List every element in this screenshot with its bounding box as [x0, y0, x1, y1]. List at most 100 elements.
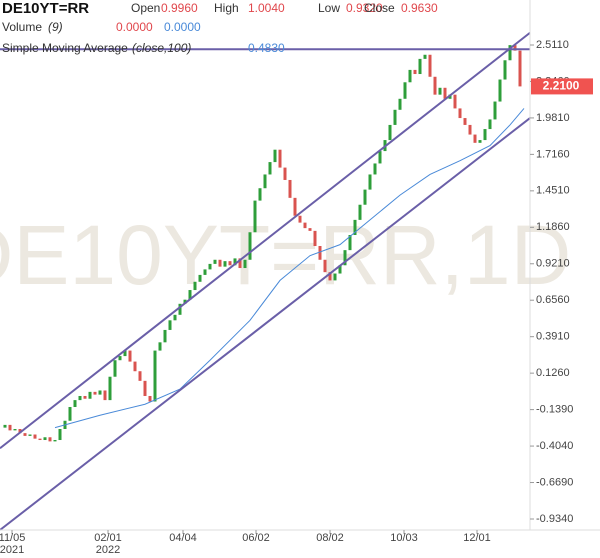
- candle: [353, 219, 357, 236]
- candle: [318, 246, 322, 260]
- candle: [403, 82, 407, 99]
- candle: [273, 149, 277, 163]
- x-tick-label: 04/04: [169, 532, 197, 544]
- candle: [223, 261, 227, 267]
- y-tick-label: 0.3910: [536, 331, 570, 343]
- candle: [433, 76, 437, 95]
- candle: [413, 69, 417, 75]
- legend-value: 0.4830: [248, 41, 285, 55]
- x-tick-label: 08/02: [316, 532, 344, 544]
- y-tick-label: 0.1260: [536, 367, 570, 379]
- legend-param: (close,100): [132, 41, 191, 55]
- legend-label: Close: [364, 1, 395, 15]
- x-year-label: 2022: [96, 544, 120, 556]
- candle: [8, 424, 12, 431]
- watermark: DE10YT=RR,1D: [0, 208, 571, 302]
- candle: [73, 400, 77, 407]
- candle: [133, 361, 137, 372]
- x-tick-label: 10/03: [390, 532, 418, 544]
- candle: [243, 259, 247, 269]
- candle: [288, 179, 292, 198]
- x-tick-label: 02/01: [94, 532, 122, 544]
- candle: [443, 87, 447, 99]
- candle: [143, 380, 147, 396]
- candle: [398, 98, 402, 110]
- candle: [408, 69, 412, 83]
- candle: [28, 434, 32, 436]
- candle: [293, 197, 297, 216]
- last-price-badge: [531, 78, 593, 95]
- candle: [458, 108, 462, 119]
- y-tick-label: 0.9210: [536, 258, 570, 270]
- candle: [48, 437, 52, 442]
- legend-label: Simple Moving Average: [2, 41, 128, 55]
- candle: [278, 149, 282, 168]
- candle: [423, 54, 427, 59]
- y-tick-label: -0.6690: [536, 476, 573, 488]
- candle: [113, 360, 117, 377]
- legend-value: 0.0000: [164, 20, 201, 34]
- legend-value: 0.9960: [161, 1, 198, 15]
- candle: [508, 45, 512, 61]
- candle: [333, 273, 337, 281]
- candle: [368, 174, 372, 190]
- candle: [268, 162, 272, 175]
- candle: [393, 109, 397, 125]
- candle: [503, 60, 507, 80]
- candle: [108, 376, 112, 401]
- candle: [203, 269, 207, 275]
- candle: [228, 261, 232, 266]
- candle: [513, 45, 517, 51]
- x-tick-label: 06/02: [242, 532, 270, 544]
- candle: [128, 350, 132, 362]
- legend-label: Open: [131, 1, 160, 15]
- candle: [148, 395, 152, 402]
- candle: [473, 134, 477, 143]
- candle: [263, 174, 267, 189]
- candle: [18, 429, 22, 434]
- candle: [13, 429, 17, 431]
- y-tick-label: -0.4040: [536, 440, 573, 452]
- last-price-label: 2.2100: [543, 79, 580, 93]
- candle: [258, 188, 262, 201]
- candle: [83, 395, 87, 399]
- legend-value: 0.9320: [346, 1, 383, 15]
- candle: [493, 101, 497, 120]
- candle: [388, 124, 392, 141]
- candle: [138, 371, 142, 381]
- candle: [188, 290, 192, 300]
- candle: [468, 124, 472, 135]
- candle: [283, 167, 287, 180]
- candle: [253, 200, 257, 233]
- candle: [118, 356, 122, 361]
- y-tick-label: 2.5110: [536, 39, 569, 51]
- y-tick-label: 1.9810: [536, 112, 570, 124]
- candle: [373, 163, 377, 175]
- legend-label: High: [214, 1, 239, 15]
- candle: [463, 118, 467, 125]
- candle: [208, 263, 212, 270]
- y-tick-label: 1.1860: [536, 221, 570, 233]
- legend-label: Volume: [2, 20, 42, 34]
- candle: [153, 350, 157, 402]
- candle: [98, 390, 102, 395]
- candle: [478, 140, 482, 143]
- legend-value: 1.0040: [248, 1, 285, 15]
- x-year-label: 2021: [0, 544, 24, 556]
- candle: [248, 232, 252, 260]
- candle: [358, 204, 362, 220]
- candle: [53, 440, 57, 442]
- y-tick-label: 1.4510: [536, 185, 570, 197]
- candle: [483, 129, 487, 141]
- candle: [298, 215, 302, 223]
- legend-label: Low: [318, 1, 340, 15]
- candle: [238, 258, 242, 269]
- x-tick-label: 11/05: [0, 532, 25, 544]
- candle: [93, 391, 97, 395]
- candle: [43, 437, 47, 441]
- y-tick-label: -0.9340: [536, 513, 573, 525]
- candle: [303, 222, 307, 229]
- candle: [158, 342, 162, 351]
- candle: [183, 299, 187, 304]
